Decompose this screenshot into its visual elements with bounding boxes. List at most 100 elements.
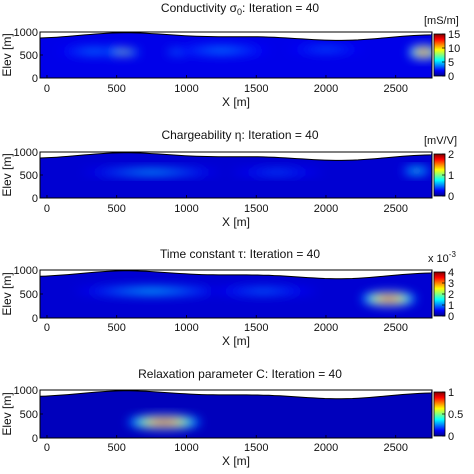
- anomalies-chargeability: [81, 166, 432, 176]
- y-tick-label-time-constant-0: 0: [32, 313, 38, 325]
- x-tick-label-time-constant-1: 500: [108, 322, 126, 334]
- anomalies-relaxation: [126, 414, 202, 430]
- panel-title-chargeability: Chargeability η: Iteration = 40: [161, 128, 318, 142]
- x-tick-label-relaxation-1: 500: [108, 442, 126, 454]
- y-tick-label-relaxation-0: 0: [32, 433, 38, 445]
- colorbar-tick-label-relaxation-0: 0: [448, 431, 454, 443]
- panel-time-constant: Time constant τ: Iteration = 40: [160, 247, 320, 261]
- colorbar-tick-label-chargeability-1: 1: [448, 170, 454, 182]
- x-tick-label-chargeability-4: 2000: [314, 203, 338, 215]
- y-tick-label-relaxation-1: 500: [20, 409, 38, 421]
- panel-title-conductivity: Conductivity σ0: Iteration = 40: [161, 1, 320, 17]
- y-axis-label-relaxation: Elev [m]: [0, 392, 14, 435]
- y-axis-label-chargeability: Elev [m]: [0, 153, 14, 196]
- x-tick-label-conductivity-0: 0: [44, 83, 50, 95]
- colorbar-tick-label-conductivity-3: 15: [448, 29, 460, 41]
- anomaly-conductivity-5-level-6: [320, 48, 332, 51]
- x-axis-label-conductivity: X [m]: [222, 95, 250, 109]
- colorbar-tick-label-relaxation-2: 1: [448, 387, 454, 399]
- x-tick-label-time-constant-2: 1000: [174, 322, 198, 334]
- colorbar-tick-label-conductivity-2: 10: [448, 43, 460, 55]
- plot-area-conductivity: [40, 32, 432, 78]
- anomaly-chargeability-3-level-6: [414, 170, 419, 172]
- y-tick-label-conductivity-0: 0: [32, 73, 38, 85]
- colorbar-tick-label-relaxation-1: 0.5: [448, 409, 463, 421]
- y-tick-label-conductivity-2: 1000: [14, 27, 38, 39]
- y-tick-label-conductivity-1: 500: [20, 50, 38, 62]
- anomaly-relaxation-0-level-6: [158, 421, 170, 424]
- x-tick-label-chargeability-5: 2500: [383, 203, 407, 215]
- topography-line-chargeability: [40, 152, 431, 161]
- x-axis-label-chargeability: X [m]: [222, 215, 250, 229]
- y-tick-label-time-constant-2: 1000: [14, 265, 38, 277]
- colorbar-tick-label-chargeability-0: 0: [448, 191, 454, 203]
- anomaly-time-constant-3-level-6: [384, 297, 393, 300]
- anomaly-conductivity-4-level-6: [214, 49, 229, 52]
- colorbar-tick-label-conductivity-0: 0: [448, 71, 454, 83]
- x-tick-label-chargeability-1: 500: [108, 203, 126, 215]
- x-tick-label-relaxation-4: 2000: [314, 442, 338, 454]
- anomalies-time-constant: [74, 286, 417, 306]
- y-tick-label-chargeability-2: 1000: [14, 147, 38, 159]
- x-tick-label-time-constant-4: 2000: [314, 322, 338, 334]
- air-region-time-constant: [40, 270, 432, 279]
- x-tick-label-conductivity-1: 500: [108, 83, 126, 95]
- panel-title-time-constant: Time constant τ: Iteration = 40: [160, 247, 320, 261]
- x-tick-label-time-constant-5: 2500: [383, 322, 407, 334]
- x-tick-label-relaxation-5: 2500: [383, 442, 407, 454]
- x-axis-label-relaxation: X [m]: [222, 454, 250, 468]
- plot-area-time-constant: [40, 270, 432, 318]
- colorbar-tick-label-time-constant-3: 3: [448, 278, 454, 290]
- colorbar-tick-label-time-constant-4: 4: [448, 267, 454, 279]
- y-axis-label-conductivity: Elev [m]: [0, 33, 14, 76]
- panel-relaxation: Relaxation parameter C: Iteration = 40: [138, 367, 342, 381]
- x-tick-label-conductivity-2: 1000: [174, 83, 198, 95]
- anomaly-conductivity-6-level-6: [421, 51, 426, 54]
- x-tick-label-conductivity-4: 2000: [314, 83, 338, 95]
- x-tick-label-relaxation-3: 1500: [244, 442, 268, 454]
- x-tick-label-chargeability-2: 1000: [174, 203, 198, 215]
- y-tick-label-chargeability-1: 500: [20, 170, 38, 182]
- colorbar-unit-conductivity: [mS/m]: [424, 15, 459, 27]
- air-region-relaxation: [40, 390, 432, 399]
- anomaly-time-constant-2-level-6: [255, 290, 272, 292]
- y-tick-label-relaxation-2: 1000: [14, 385, 38, 397]
- x-tick-label-relaxation-0: 0: [44, 442, 50, 454]
- x-tick-label-time-constant-3: 1500: [244, 322, 268, 334]
- anomaly-conductivity-1-level-6: [121, 51, 127, 53]
- anomalies-conductivity: [58, 45, 432, 60]
- anomaly-conductivity-0-level-6: [89, 50, 100, 52]
- topography-line-conductivity: [40, 32, 431, 41]
- y-axis-label-time-constant: Elev [m]: [0, 272, 14, 315]
- colorbar-unit-chargeability: [mV/V]: [424, 135, 457, 147]
- anomaly-chargeability-2-level-6: [270, 171, 285, 173]
- colorbar-tick-label-chargeability-2: 2: [448, 149, 454, 161]
- anomaly-chargeability-1-level-6: [141, 171, 162, 173]
- colorbar-unit-time-constant: x 10-3: [428, 250, 456, 265]
- topography-line-time-constant: [40, 270, 431, 280]
- x-tick-label-time-constant-0: 0: [44, 322, 50, 334]
- colorbar-tick-label-conductivity-1: 5: [448, 57, 454, 69]
- plot-area-relaxation: [40, 390, 432, 438]
- x-tick-label-chargeability-0: 0: [44, 203, 50, 215]
- anomaly-time-constant-1-level-6: [140, 290, 163, 292]
- x-tick-label-relaxation-2: 1000: [174, 442, 198, 454]
- x-tick-label-chargeability-3: 1500: [244, 203, 268, 215]
- plot-area-chargeability: [40, 152, 432, 198]
- x-tick-label-conductivity-3: 1500: [244, 83, 268, 95]
- colorbar-conductivity: [433, 33, 446, 77]
- x-axis-label-time-constant: X [m]: [222, 334, 250, 348]
- y-tick-label-chargeability-0: 0: [32, 193, 38, 205]
- topography-line-relaxation: [40, 390, 431, 400]
- colorbar-tick-label-time-constant-2: 2: [448, 289, 454, 301]
- x-tick-label-conductivity-5: 2500: [383, 83, 407, 95]
- panel-title-relaxation: Relaxation parameter C: Iteration = 40: [138, 367, 342, 381]
- panel-chargeability: Chargeability η: Iteration = 40: [161, 128, 318, 142]
- colorbar-exponent-time-constant: -3: [449, 250, 457, 259]
- colorbar-tick-label-time-constant-1: 1: [448, 300, 454, 312]
- panel-conductivity: Conductivity σ0: Iteration = 40: [161, 1, 320, 17]
- colorbar-tick-label-time-constant-0: 0: [448, 311, 454, 323]
- y-tick-label-time-constant-1: 500: [20, 289, 38, 301]
